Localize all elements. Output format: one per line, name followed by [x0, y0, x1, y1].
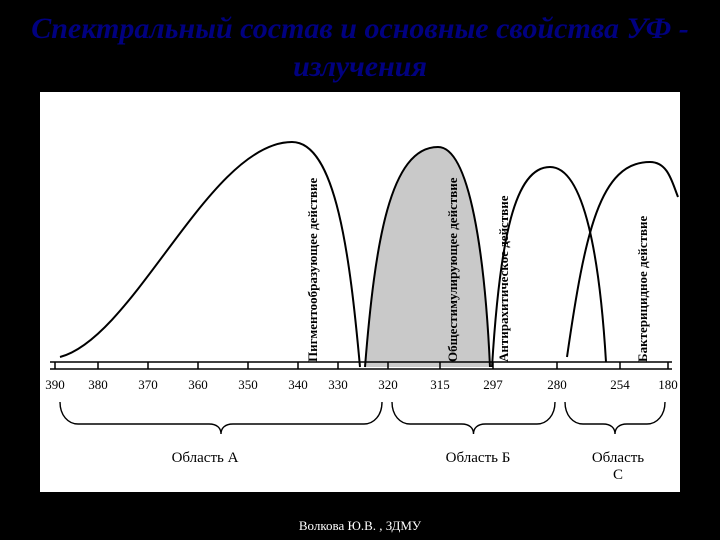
- axis-tick-label: 390: [45, 377, 65, 393]
- footer-credit: Волкова Ю.В. , ЗДМУ: [0, 518, 720, 534]
- slide-root: Спектральный состав и основные свойства …: [0, 0, 720, 540]
- region-label: Область Б: [446, 450, 511, 467]
- region-label: Область А: [172, 450, 239, 467]
- diagram-svg: [40, 92, 680, 492]
- vertical-label: Антирахитическое действие: [496, 128, 512, 362]
- axis-tick-label: 380: [88, 377, 108, 393]
- axis-tick-label: 330: [328, 377, 348, 393]
- axis-tick-label: 340: [288, 377, 308, 393]
- vertical-label: Общестимулирующее действие: [445, 122, 461, 362]
- peak-stimulating: [365, 147, 490, 367]
- axis-tick-label: 180: [658, 377, 678, 393]
- vertical-label: Бактерицидное действие: [635, 142, 651, 362]
- peak-bactericidal: [567, 162, 678, 357]
- axis-tick-label: 370: [138, 377, 158, 393]
- slide-title: Спектральный состав и основные свойства …: [0, 10, 720, 85]
- axis-tick-label: 350: [238, 377, 258, 393]
- diagram-panel: Пигментообразующее действие Общестимулиру…: [40, 92, 680, 492]
- axis-tick-label: 320: [378, 377, 398, 393]
- vertical-label: Пигментообразующее действие: [305, 122, 321, 362]
- region-label: Область С: [587, 450, 649, 484]
- axis-tick-label: 315: [430, 377, 450, 393]
- axis-tick-label: 254: [610, 377, 630, 393]
- axis-tick-label: 280: [547, 377, 567, 393]
- axis-tick-label: 360: [188, 377, 208, 393]
- axis-tick-label: 297: [483, 377, 503, 393]
